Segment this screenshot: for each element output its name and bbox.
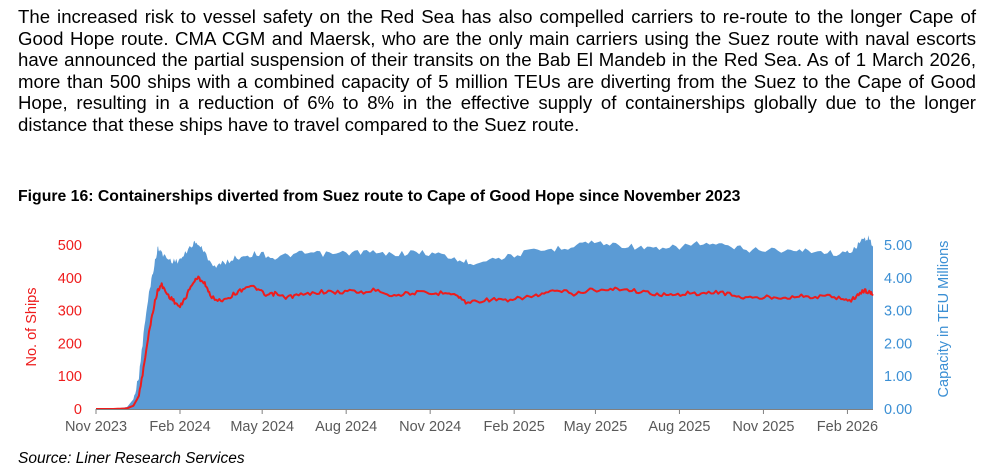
source-note: Source: Liner Research Services bbox=[18, 450, 245, 467]
x-tick-label: Feb 2024 bbox=[149, 419, 210, 435]
label-layer: Nov 2023 Feb 2024 May 2024 Aug 2024 Nov 2024… bbox=[24, 238, 952, 435]
x-tick-label: Aug 2024 bbox=[315, 419, 377, 435]
y-right-tick-label: 5.00 bbox=[884, 238, 912, 254]
y-left-tick-label: 400 bbox=[58, 271, 82, 287]
y-left-axis-title: No. of Ships bbox=[24, 288, 40, 367]
y-right-tick-label: 1.00 bbox=[884, 369, 912, 385]
chart-svg: Nov 2023 Feb 2024 May 2024 Aug 2024 Nov 2024… bbox=[24, 235, 952, 435]
chart: Nov 2023 Feb 2024 May 2024 Aug 2024 Nov 2024… bbox=[0, 220, 986, 445]
y-left-tick-label: 300 bbox=[58, 304, 82, 320]
y-right-tick-label: 4.00 bbox=[884, 271, 912, 287]
area-layer bbox=[96, 235, 873, 409]
axis-layer bbox=[95, 409, 873, 414]
figure-title: Figure 16: Containerships diverted from … bbox=[18, 188, 741, 205]
x-tick-label: Nov 2025 bbox=[732, 419, 794, 435]
x-tick-label: Feb 2026 bbox=[817, 419, 878, 435]
y-left-tick-label: 100 bbox=[58, 369, 82, 385]
y-right-tick-label: 3.00 bbox=[884, 304, 912, 320]
line-layer bbox=[96, 275, 874, 410]
y-right-tick-label: 0.00 bbox=[884, 402, 912, 418]
y-right-axis-title: Capacity in TEU Millions bbox=[936, 241, 952, 398]
x-tick-label: Nov 2023 bbox=[65, 419, 127, 435]
y-left-tick-label: 500 bbox=[58, 238, 82, 254]
x-tick-label: Aug 2025 bbox=[648, 419, 710, 435]
x-tick-label: Feb 2025 bbox=[484, 419, 545, 435]
capacity-area bbox=[96, 235, 873, 409]
x-tick-label: Nov 2024 bbox=[399, 419, 461, 435]
x-tick-label: May 2025 bbox=[564, 419, 628, 435]
y-left-tick-label: 0 bbox=[74, 402, 82, 418]
body-paragraph: The increased risk to vessel safety on t… bbox=[18, 6, 976, 135]
y-left-tick-label: 200 bbox=[58, 336, 82, 352]
ships-line bbox=[96, 275, 874, 410]
x-tick-label: May 2024 bbox=[230, 419, 294, 435]
y-right-tick-label: 2.00 bbox=[884, 336, 912, 352]
